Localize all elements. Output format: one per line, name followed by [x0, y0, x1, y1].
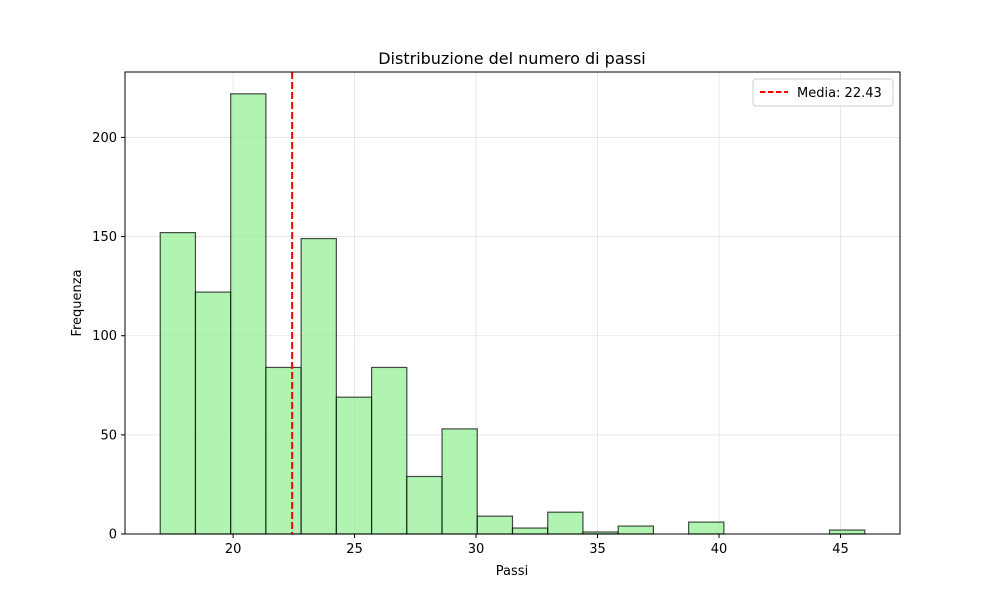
y-axis-ticks: 0 50 100 150 200 [92, 131, 125, 543]
histogram-bar [230, 93, 267, 535]
histogram-bar [406, 475, 443, 535]
x-tick-label: 45 [832, 542, 849, 557]
histogram-bar [265, 366, 302, 535]
histogram-bar [159, 232, 197, 535]
x-tick-label: 25 [346, 542, 363, 557]
legend-box [752, 78, 894, 107]
histogram-bar [828, 529, 866, 535]
y-tick-label: 100 [92, 329, 117, 344]
y-tick-label: 200 [92, 131, 117, 146]
x-axis-label: Passi [496, 564, 528, 579]
plot-frame [124, 71, 901, 535]
histogram-bar [335, 396, 373, 535]
x-tick-label: 30 [468, 542, 485, 557]
histogram-bar [511, 527, 549, 535]
histogram-bar [441, 428, 478, 535]
y-tick-label: 150 [92, 230, 117, 245]
x-axis-ticks: 20 25 30 35 40 45 [225, 534, 849, 557]
x-tick-label: 40 [711, 542, 728, 557]
y-tick-label: 0 [109, 528, 117, 543]
histogram-bar [688, 521, 725, 535]
y-tick-label: 50 [100, 428, 117, 443]
legend: Media: 22.43 [752, 78, 894, 107]
x-tick-label: 20 [225, 542, 242, 557]
chart-title: Distribuzione del numero di passi [378, 49, 646, 68]
y-axis-label: Frequenza [70, 269, 85, 336]
legend-label-mean: Media: 22.43 [797, 86, 882, 101]
x-tick-label: 35 [589, 542, 606, 557]
histogram-bar [476, 515, 514, 535]
bars-layer [159, 93, 866, 535]
histogram-bar [617, 525, 655, 535]
histogram-bar [370, 366, 408, 535]
histogram-bar [194, 291, 232, 535]
histogram-bar [300, 237, 337, 535]
histogram-bar [547, 511, 584, 535]
